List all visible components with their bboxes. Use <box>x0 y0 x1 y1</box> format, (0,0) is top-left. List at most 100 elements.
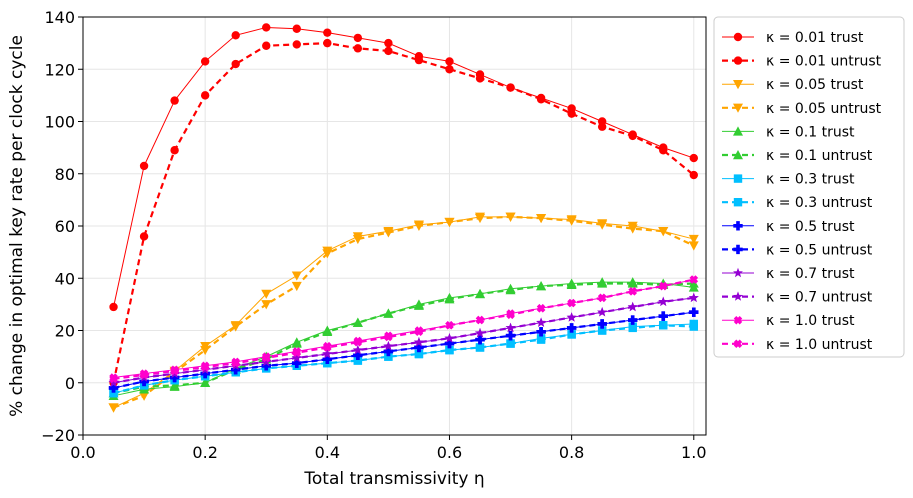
data-point-star <box>658 296 669 306</box>
data-point-triangle <box>566 216 577 226</box>
y-tick-label: 80 <box>55 165 75 184</box>
x-tick-label: 1.0 <box>681 443 706 462</box>
data-point-star <box>261 356 272 367</box>
data-point-circle <box>567 109 576 118</box>
series-0 <box>109 23 698 312</box>
legend-entry: κ = 0.5 untrust <box>722 242 873 258</box>
y-tick-label: 60 <box>55 217 75 236</box>
data-point-x <box>109 374 118 384</box>
data-point-circle <box>109 302 118 312</box>
data-point-x <box>733 315 743 325</box>
legend-entry: κ = 1.0 trust <box>722 313 855 329</box>
legend-label: κ = 1.0 untrust <box>766 337 873 353</box>
series-line <box>113 26 694 308</box>
data-point-triangle <box>444 294 455 304</box>
data-point-triangle <box>200 345 211 356</box>
data-point-x <box>139 370 149 380</box>
data-point-circle <box>733 32 743 42</box>
data-point-circle <box>689 170 698 180</box>
data-point-plus <box>139 376 149 387</box>
data-point-x <box>353 338 363 347</box>
series-6 <box>109 319 698 398</box>
data-point-circle <box>139 232 149 241</box>
data-point-triangle <box>200 377 211 387</box>
data-point-triangle <box>291 338 302 348</box>
data-point-triangle <box>566 279 577 289</box>
legend-entry: κ = 0.3 trust <box>722 172 855 188</box>
data-point-square <box>506 339 515 348</box>
legend-entry: κ = 0.05 trust <box>722 77 864 93</box>
data-point-x <box>506 310 515 320</box>
data-point-triangle <box>322 249 333 259</box>
data-point-x <box>292 348 302 357</box>
data-point-star <box>108 377 119 387</box>
legend: κ = 0.01 trust κ = 0.01 untrust κ = 0.05 t… <box>713 16 905 358</box>
data-point-triangle <box>413 221 424 231</box>
data-point-triangle <box>475 288 486 299</box>
legend-entry: κ = 0.7 trust <box>722 266 855 282</box>
data-point-x <box>689 275 699 284</box>
series-7 <box>109 321 698 398</box>
data-point-triangle <box>352 234 363 245</box>
data-point-square <box>384 352 393 361</box>
legend-label: κ = 0.7 untrust <box>766 290 873 306</box>
y-axis-label: % change in optimal key rate per clock c… <box>7 35 27 417</box>
data-point-plus <box>444 338 455 349</box>
y-tick-label: −20 <box>41 426 75 445</box>
data-point-circle <box>292 24 301 33</box>
data-point-triangle <box>627 224 638 234</box>
data-point-plus <box>475 334 485 345</box>
y-tick-label: 120 <box>44 60 75 79</box>
legend-label: κ = 0.01 untrust <box>766 54 882 70</box>
data-point-circle <box>262 41 271 50</box>
data-point-square <box>109 389 118 398</box>
x-tick-label: 0.8 <box>559 443 584 462</box>
data-point-star <box>413 337 424 347</box>
data-point-star <box>733 291 743 301</box>
series-line <box>113 282 694 395</box>
series-9 <box>108 307 699 393</box>
data-point-circle <box>200 57 210 66</box>
data-point-x <box>323 343 332 352</box>
data-point-circle <box>659 146 668 155</box>
data-point-square <box>353 356 363 365</box>
series-line <box>113 278 695 380</box>
data-point-square <box>628 323 637 333</box>
data-point-circle <box>353 33 363 43</box>
data-point-triangle <box>536 281 547 291</box>
data-point-star <box>536 317 547 327</box>
data-point-triangle <box>597 220 608 230</box>
data-point-triangle <box>475 213 486 224</box>
data-point-circle <box>231 31 240 40</box>
legend-label: κ = 0.5 trust <box>766 219 855 235</box>
series-line <box>113 279 694 379</box>
data-point-triangle <box>688 278 699 288</box>
data-point-plus <box>353 350 363 361</box>
data-point-triangle <box>627 278 638 288</box>
data-point-x <box>475 315 485 325</box>
data-point-triangle <box>688 234 699 245</box>
series-line <box>113 311 694 390</box>
data-point-x <box>200 362 210 372</box>
data-point-circle <box>475 74 485 83</box>
data-point-star <box>597 307 608 317</box>
data-point-triangle <box>413 300 424 310</box>
data-point-x <box>628 287 637 296</box>
data-point-triangle <box>169 380 180 390</box>
data-point-circle <box>139 161 149 171</box>
data-point-circle <box>445 57 454 66</box>
data-point-x <box>597 293 607 303</box>
x-axis-label: Total transmissivity η <box>303 469 484 489</box>
data-point-triangle <box>658 227 669 237</box>
data-point-triangle <box>444 217 455 228</box>
x-tick-label: 0.4 <box>315 443 340 462</box>
data-point-circle <box>231 59 240 69</box>
data-point-square <box>567 330 576 339</box>
data-point-x <box>733 339 743 349</box>
data-point-circle <box>200 91 210 100</box>
legend-label: κ = 0.05 trust <box>766 77 864 93</box>
data-point-triangle <box>291 281 302 292</box>
data-point-x <box>384 332 393 342</box>
series-line <box>112 42 695 383</box>
data-point-triangle <box>108 403 119 413</box>
